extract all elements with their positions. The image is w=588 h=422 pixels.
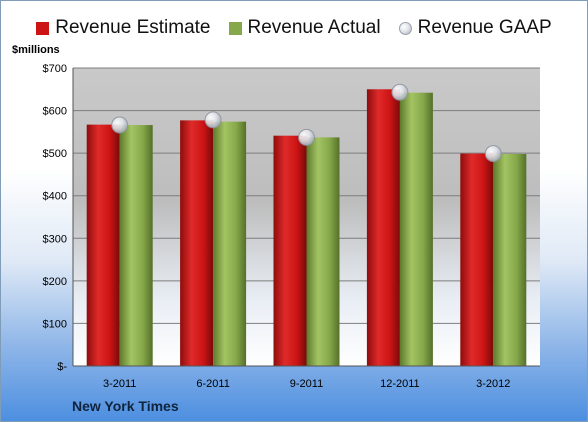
bar-revenue-actual: [306, 137, 340, 366]
marker-revenue-gaap: [484, 145, 502, 163]
marker-revenue-gaap: [204, 111, 222, 129]
y-tick-label: $700: [43, 63, 67, 75]
legend-swatch-estimate: [36, 21, 50, 35]
bar-revenue-estimate: [180, 120, 214, 366]
bar-revenue-estimate: [460, 153, 494, 366]
x-tick-label: 9-2011: [290, 378, 323, 390]
bar-revenue-actual: [399, 92, 433, 366]
legend-swatch-gaap: [398, 21, 412, 35]
bar-revenue-estimate: [366, 89, 400, 367]
chart-legend: Revenue Estimate Revenue Actual Revenue …: [0, 14, 588, 42]
x-tick-label: 6-2011: [196, 378, 229, 390]
legend-item-revenue-actual: Revenue Actual: [228, 17, 381, 39]
legend-swatch-actual: [228, 21, 242, 35]
y-tick-label: $100: [43, 318, 67, 330]
gaap-markers: [111, 83, 502, 163]
y-tick-label: $300: [43, 233, 67, 245]
y-tick-label: $500: [43, 148, 67, 160]
bar-revenue-actual: [213, 121, 247, 366]
marker-revenue-gaap: [111, 116, 129, 134]
x-tick-label: 12-2011: [380, 378, 420, 390]
marker-revenue-gaap: [298, 128, 315, 146]
bar-revenue-estimate: [273, 135, 307, 366]
bar-revenue-actual: [493, 153, 527, 366]
axes: $- $100 $200 $300 $400 $500 $600 $700 3-2011 6-20…: [43, 63, 540, 390]
x-tick-label: 3-2011: [103, 378, 136, 390]
legend-label-estimate: Revenue Estimate: [55, 17, 211, 38]
legend-item-revenue-gaap: Revenue GAAP: [398, 17, 552, 39]
legend-item-revenue-estimate: Revenue Estimate: [36, 17, 211, 39]
y-axis-unit-label: $millions: [12, 44, 60, 56]
bars: [86, 89, 527, 367]
legend-label-gaap: Revenue GAAP: [417, 17, 552, 38]
x-tick-label: 3-2012: [476, 378, 510, 390]
company-title: New York Times: [72, 398, 179, 414]
legend-label-actual: Revenue Actual: [247, 17, 381, 38]
y-tick-label: $600: [43, 106, 67, 118]
y-tick-label: $200: [43, 276, 67, 288]
marker-revenue-gaap: [391, 83, 409, 101]
y-tick-label: $-: [57, 361, 67, 373]
bar-revenue-estimate: [86, 124, 120, 367]
y-tick-label: $400: [43, 191, 67, 203]
bar-revenue-actual: [119, 125, 153, 366]
